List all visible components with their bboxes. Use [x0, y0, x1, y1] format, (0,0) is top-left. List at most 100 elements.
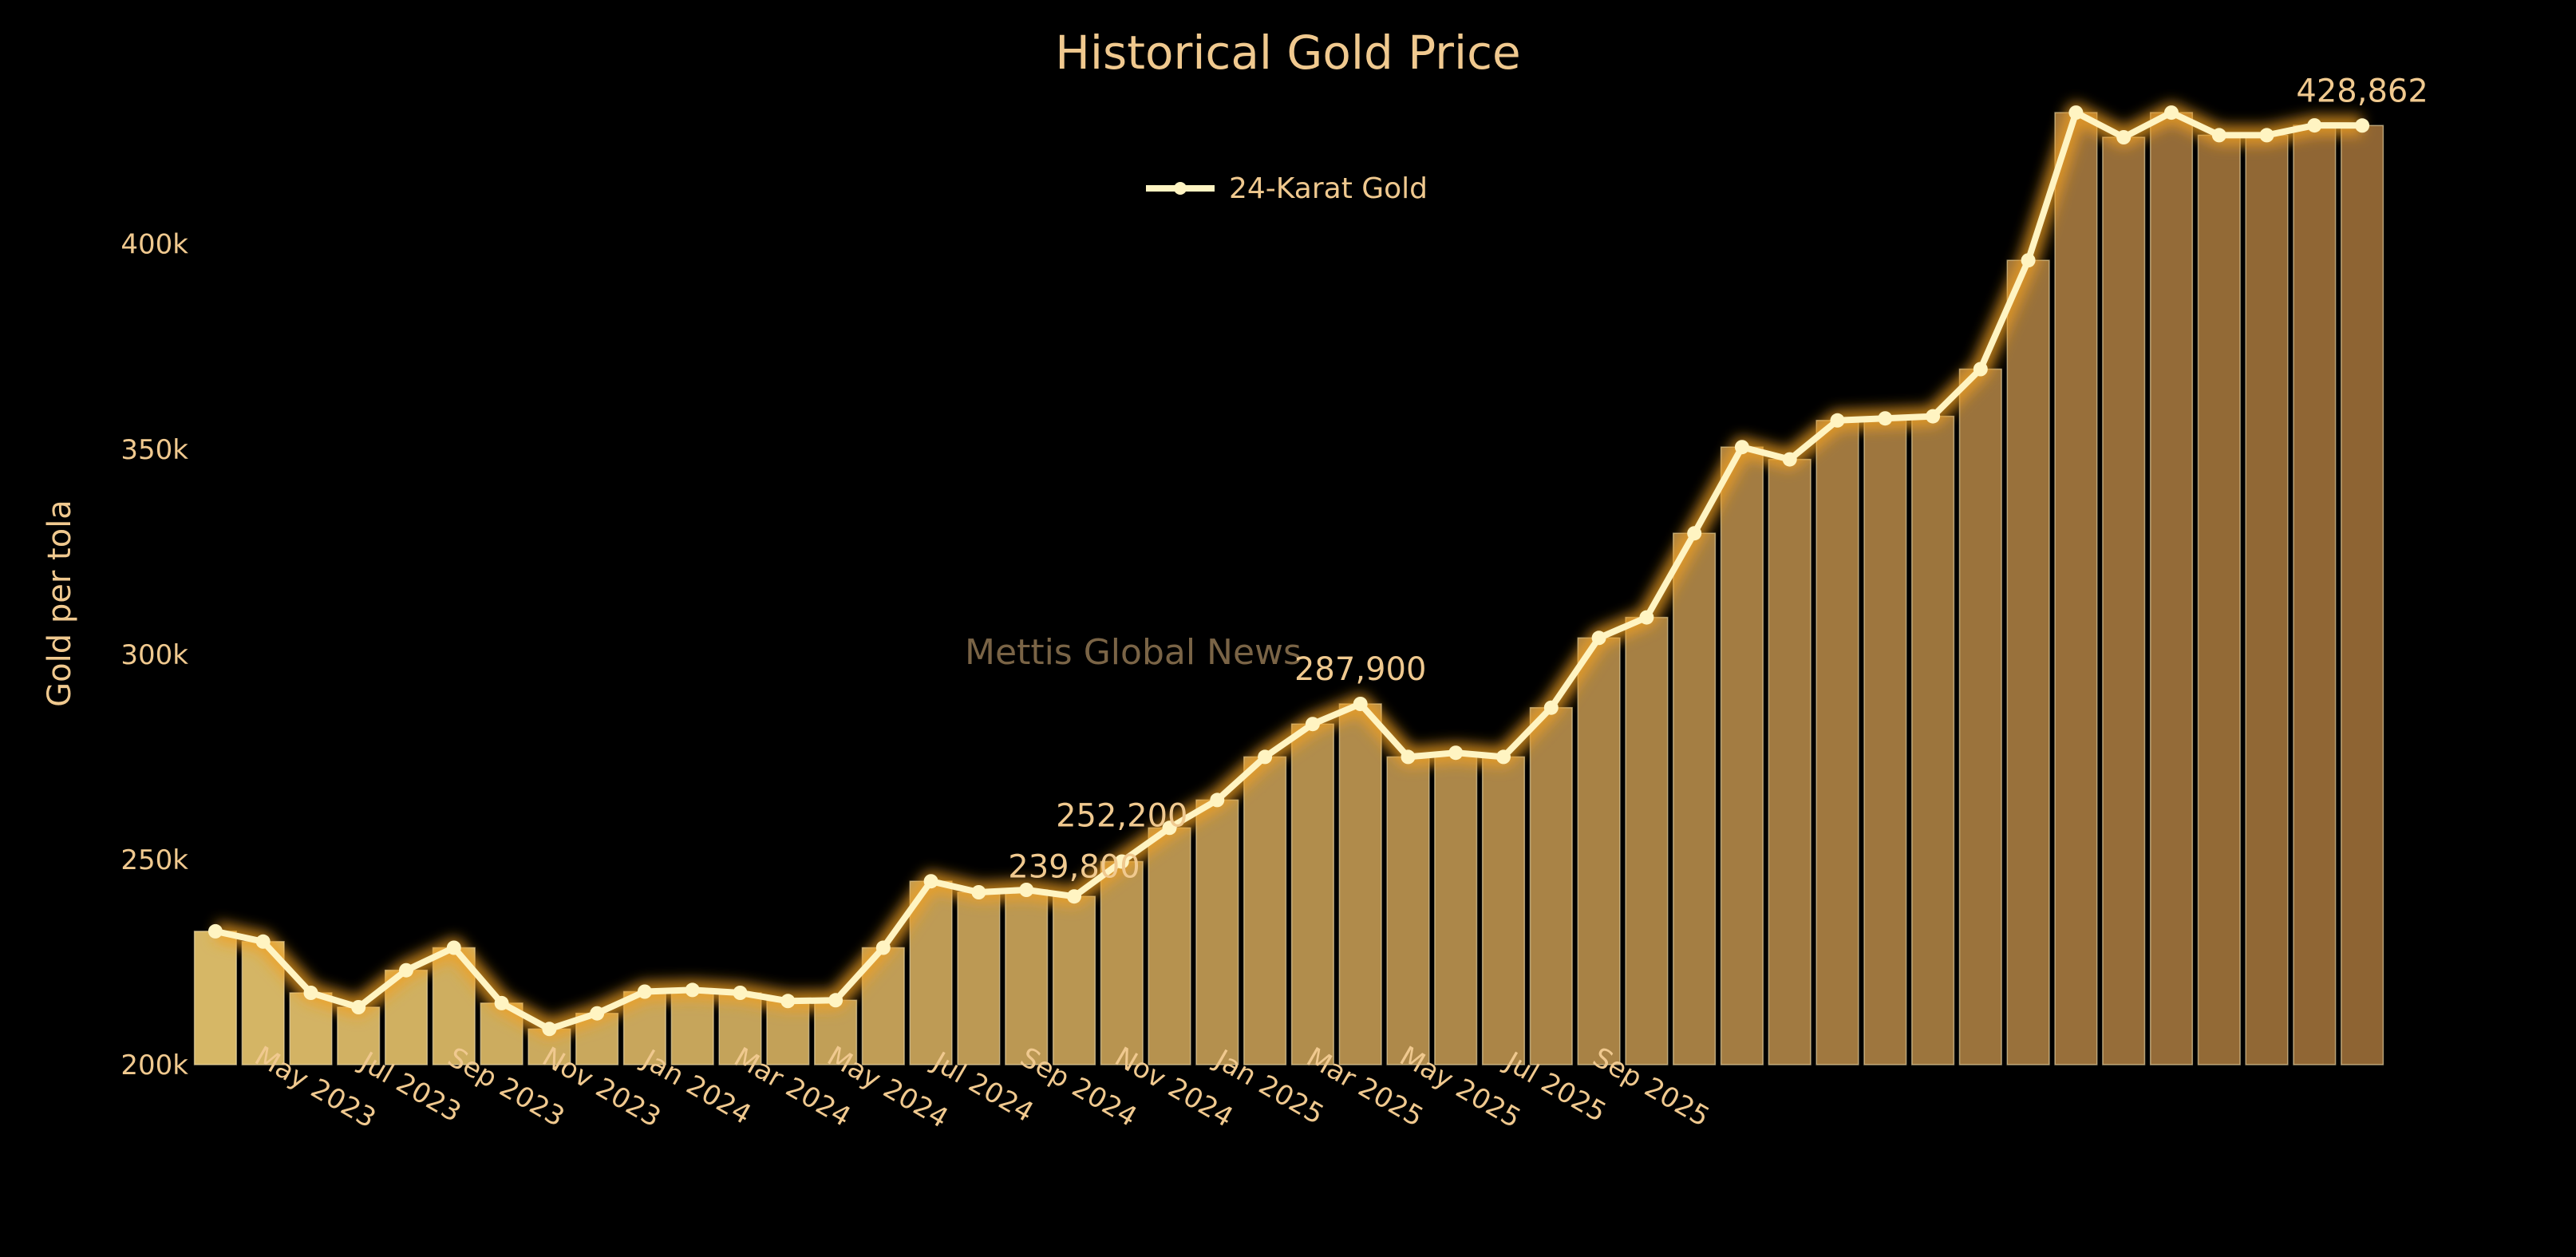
- bar-2026-04: [1958, 368, 2002, 1065]
- point-2025-05: [1448, 745, 1464, 761]
- bar-2024-01: [670, 989, 714, 1065]
- bar-2026-09: [2197, 134, 2241, 1065]
- bar-2024-10: [1100, 860, 1144, 1065]
- point-2025-04: [1401, 749, 1416, 765]
- point-2023-06: [351, 1000, 366, 1014]
- point-2025-06: [1496, 749, 1511, 765]
- bar-2025-07: [1529, 706, 1573, 1065]
- bar-2026-11: [2293, 125, 2337, 1065]
- point-2026-08: [2164, 105, 2179, 121]
- annotation-label: 252,200: [1056, 798, 1187, 835]
- bar-2026-05: [2006, 259, 2050, 1065]
- point-2026-07: [2116, 130, 2132, 144]
- y-tick-label: 300k: [121, 639, 188, 671]
- point-2026-10: [2259, 128, 2274, 143]
- bar-2026-01: [1815, 420, 1859, 1065]
- bar-2026-02: [1863, 417, 1907, 1065]
- annotation-label: 428,862: [2296, 73, 2428, 109]
- bar-2025-03: [1338, 703, 1382, 1065]
- point-2025-08: [1591, 630, 1606, 646]
- y-tick-label: 250k: [121, 844, 188, 876]
- bar-2024-07: [957, 891, 1001, 1065]
- bar-2023-03: [193, 931, 237, 1065]
- point-2025-09: [1639, 610, 1654, 625]
- bar-2025-12: [1768, 458, 1811, 1065]
- bar-2024-03: [766, 1000, 810, 1065]
- point-2024-02: [733, 986, 748, 1000]
- y-tick-label: 400k: [121, 229, 188, 261]
- bar-2025-05: [1434, 752, 1478, 1065]
- bar-2025-01: [1243, 756, 1287, 1065]
- legend-marker: [1174, 182, 1187, 195]
- point-2024-09: [1067, 889, 1081, 904]
- point-2025-07: [1543, 700, 1559, 715]
- bar-2024-09: [1052, 895, 1096, 1065]
- point-2025-02: [1305, 717, 1320, 732]
- line-series: [215, 109, 2363, 1033]
- point-2026-02: [1878, 411, 1893, 426]
- point-2023-12: [637, 984, 652, 999]
- chart-title: Historical Gold Price: [1055, 26, 1520, 80]
- y-axis-label: Gold per tola: [41, 500, 78, 707]
- point-2026-06: [2068, 105, 2084, 121]
- point-2023-09: [494, 995, 509, 1010]
- point-2023-05: [303, 986, 318, 1000]
- bar-2025-06: [1481, 756, 1526, 1065]
- bar-2024-04: [814, 999, 858, 1065]
- bar-2026-08: [2149, 112, 2194, 1065]
- point-2026-11: [2307, 118, 2322, 133]
- bar-2025-10: [1673, 532, 1717, 1065]
- bar-2024-08: [1005, 889, 1049, 1065]
- point-2024-03: [780, 994, 796, 1009]
- point-2024-12: [1210, 793, 1225, 808]
- series-line-24k-gold: [215, 109, 2363, 1033]
- bar-2024-12: [1195, 799, 1239, 1065]
- point-2026-01: [1830, 413, 1845, 428]
- point-2026-05: [2021, 253, 2036, 268]
- point-2025-03: [1353, 697, 1368, 711]
- bar-2026-12: [2341, 125, 2384, 1065]
- point-2023-04: [255, 934, 271, 949]
- point-2026-03: [1926, 409, 1941, 424]
- point-2023-03: [207, 923, 223, 939]
- bar-2025-09: [1625, 616, 1669, 1065]
- point-2024-04: [828, 993, 844, 1008]
- bar-2026-03: [1911, 415, 1955, 1065]
- y-axis-ticks: 200k 250k 300k 350k 400k: [121, 229, 188, 1081]
- point-2026-09: [2211, 128, 2226, 143]
- point-2026-12: [2355, 118, 2370, 133]
- point-2026-04: [1973, 362, 1988, 377]
- bar-2025-08: [1577, 637, 1621, 1065]
- bar-2023-07: [384, 969, 429, 1065]
- point-2025-10: [1687, 526, 1702, 541]
- point-2025-01: [1258, 749, 1273, 765]
- point-2024-01: [685, 982, 700, 998]
- watermark-text: Mettis Global News: [965, 632, 1302, 673]
- point-2024-11: [1162, 820, 1177, 836]
- legend-label: 24-Karat Gold: [1229, 172, 1428, 205]
- bar-2024-11: [1148, 827, 1191, 1065]
- point-2024-08: [1019, 883, 1034, 897]
- point-2023-07: [399, 963, 413, 978]
- annotation-label: 239,800: [1008, 848, 1140, 885]
- point-2023-11: [590, 1006, 605, 1021]
- annotation-group: 239,800 252,200 287,900 428,862: [1008, 73, 2428, 885]
- point-2025-12: [1782, 452, 1797, 467]
- bar-2026-10: [2245, 134, 2289, 1065]
- point-2024-05: [875, 940, 891, 955]
- bar-2025-11: [1720, 446, 1764, 1065]
- bar-2025-02: [1290, 723, 1334, 1065]
- bar-2026-07: [2102, 136, 2146, 1065]
- point-group: [207, 105, 2370, 1037]
- point-2023-10: [542, 1022, 557, 1037]
- point-2024-10: [1114, 854, 1129, 869]
- annotation-label: 287,900: [1294, 651, 1426, 688]
- point-2025-11: [1734, 440, 1749, 455]
- point-2024-07: [971, 885, 986, 899]
- bar-2023-12: [622, 990, 666, 1065]
- y-tick-label: 350k: [121, 434, 188, 466]
- point-2023-08: [446, 940, 461, 955]
- y-tick-label: 200k: [121, 1049, 188, 1081]
- bar-group: [193, 112, 2384, 1065]
